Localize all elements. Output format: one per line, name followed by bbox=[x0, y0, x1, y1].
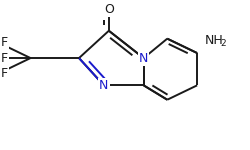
Text: F: F bbox=[1, 36, 8, 50]
Text: F: F bbox=[1, 67, 8, 80]
Text: NH: NH bbox=[204, 34, 223, 47]
Text: F: F bbox=[1, 52, 8, 64]
Text: N: N bbox=[139, 52, 148, 64]
Text: N: N bbox=[99, 79, 108, 92]
Text: 2: 2 bbox=[220, 39, 226, 48]
Text: O: O bbox=[104, 3, 114, 16]
